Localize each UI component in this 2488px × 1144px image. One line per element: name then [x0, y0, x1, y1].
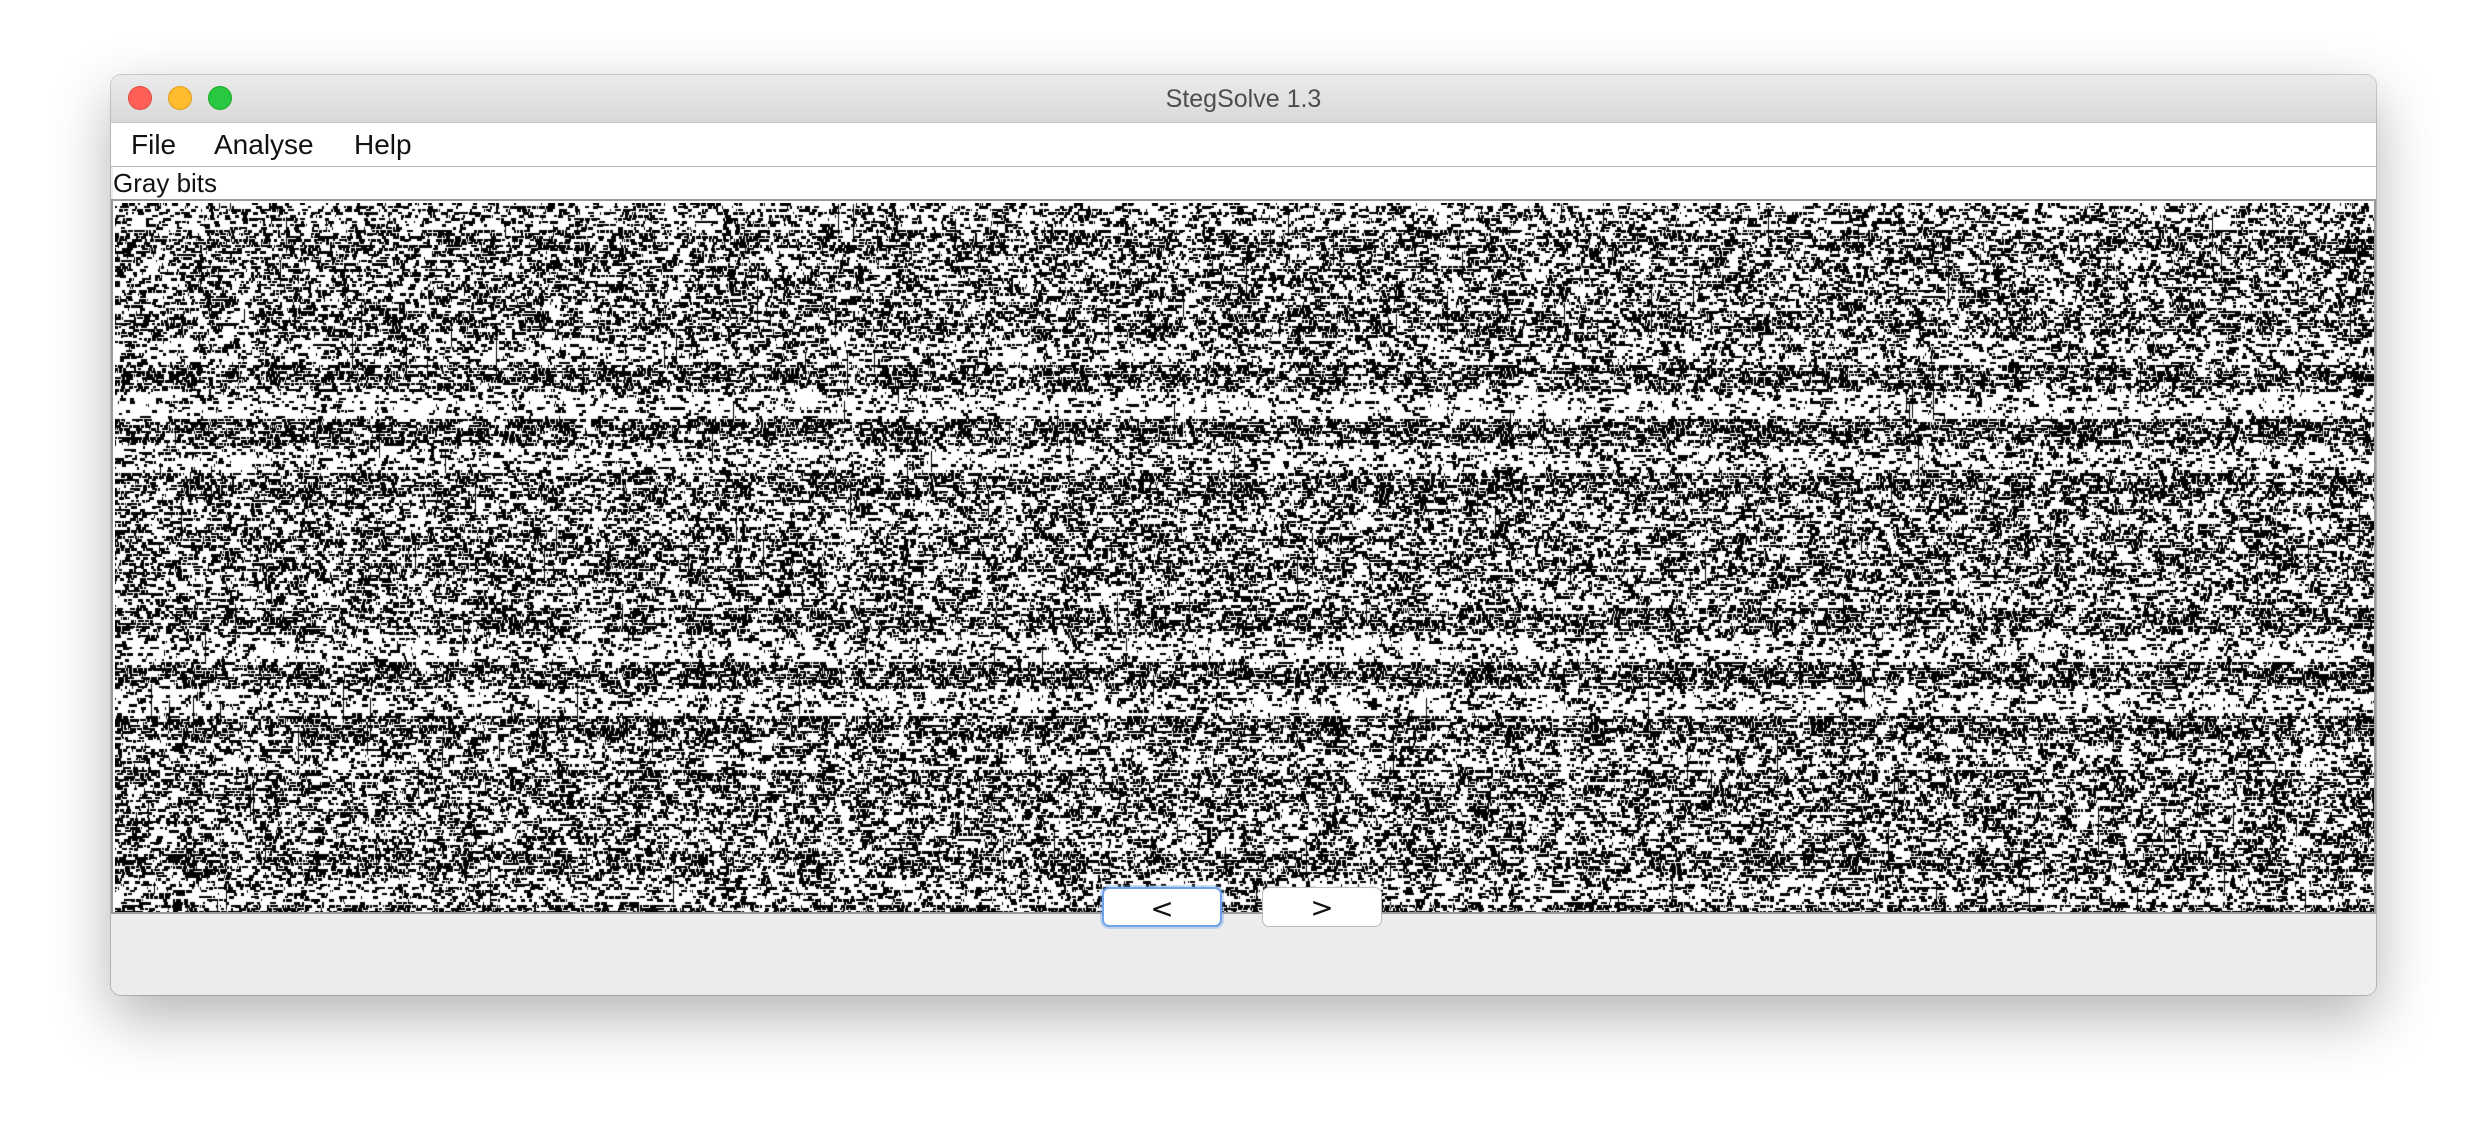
menu-bar: File Analyse Help	[111, 123, 2376, 167]
close-window-button[interactable]	[128, 86, 152, 110]
minimize-window-button[interactable]	[168, 86, 192, 110]
bit-plane-mode-label: Gray bits	[113, 167, 2376, 199]
image-panel	[111, 199, 2376, 992]
zoom-window-button[interactable]	[208, 86, 232, 110]
menu-file[interactable]: File	[131, 129, 177, 160]
menu-analyse[interactable]: Analyse	[214, 129, 314, 160]
bit-plane-image	[115, 203, 2374, 912]
window-title: StegSolve 1.3	[1165, 85, 1322, 113]
menu-help[interactable]: Help	[354, 129, 412, 160]
image-frame	[111, 199, 2376, 914]
next-plane-button[interactable]: >	[1262, 887, 1382, 927]
stegsolve-window: StegSolve 1.3 File Analyse Help Gray bit…	[111, 75, 2376, 995]
title-bar[interactable]: StegSolve 1.3	[111, 75, 2376, 123]
previous-plane-button[interactable]: <	[1102, 887, 1222, 927]
